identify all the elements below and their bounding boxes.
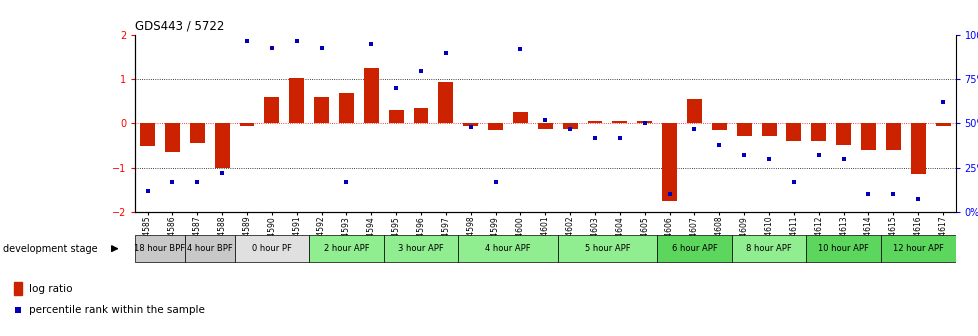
Bar xyxy=(736,124,751,136)
Text: development stage: development stage xyxy=(3,244,97,254)
Text: 2 hour APF: 2 hour APF xyxy=(324,244,369,253)
Text: 8 hour APF: 8 hour APF xyxy=(745,244,791,253)
Bar xyxy=(811,124,825,141)
Text: GDS443 / 5722: GDS443 / 5722 xyxy=(135,19,224,32)
Text: 18 hour BPF: 18 hour BPF xyxy=(134,244,186,253)
Text: percentile rank within the sample: percentile rank within the sample xyxy=(28,305,204,314)
Bar xyxy=(14,282,22,295)
Bar xyxy=(656,235,731,262)
Bar xyxy=(185,235,235,262)
Text: log ratio: log ratio xyxy=(28,284,72,294)
Bar xyxy=(438,82,453,124)
Text: 5 hour APF: 5 hour APF xyxy=(584,244,630,253)
Bar xyxy=(637,121,651,124)
Bar xyxy=(488,124,503,130)
Bar xyxy=(314,97,329,124)
Bar xyxy=(289,79,304,124)
Bar xyxy=(557,235,656,262)
Bar xyxy=(661,124,677,201)
Bar xyxy=(388,110,403,124)
Bar xyxy=(935,124,950,126)
Bar xyxy=(785,124,801,141)
Bar xyxy=(190,124,204,143)
Bar xyxy=(885,124,900,150)
Bar xyxy=(687,99,701,124)
Text: 4 hour BPF: 4 hour BPF xyxy=(187,244,233,253)
Bar xyxy=(364,68,378,124)
Text: 10 hour APF: 10 hour APF xyxy=(818,244,868,253)
Bar xyxy=(463,124,477,126)
Bar xyxy=(240,124,254,126)
Text: 6 hour APF: 6 hour APF xyxy=(671,244,717,253)
Bar xyxy=(235,235,309,262)
Bar xyxy=(562,124,577,129)
Bar xyxy=(383,235,458,262)
Bar xyxy=(164,124,180,152)
Text: 3 hour APF: 3 hour APF xyxy=(398,244,443,253)
Bar xyxy=(140,124,155,145)
Bar xyxy=(910,124,925,174)
Bar xyxy=(711,124,726,130)
Bar xyxy=(612,121,627,124)
Bar xyxy=(537,124,553,129)
Bar xyxy=(880,235,955,262)
Bar xyxy=(214,124,229,168)
Bar xyxy=(587,121,601,124)
Bar xyxy=(264,97,279,124)
Bar xyxy=(338,93,353,124)
Bar xyxy=(806,235,880,262)
Bar xyxy=(512,113,527,124)
Bar xyxy=(835,124,850,145)
Bar xyxy=(761,124,776,136)
Text: 4 hour APF: 4 hour APF xyxy=(485,244,530,253)
Bar xyxy=(861,124,875,150)
Bar xyxy=(135,235,185,262)
Bar xyxy=(458,235,557,262)
Bar xyxy=(731,235,806,262)
Text: 0 hour PF: 0 hour PF xyxy=(251,244,291,253)
Text: 12 hour APF: 12 hour APF xyxy=(892,244,943,253)
Bar xyxy=(413,108,428,124)
Bar xyxy=(309,235,383,262)
